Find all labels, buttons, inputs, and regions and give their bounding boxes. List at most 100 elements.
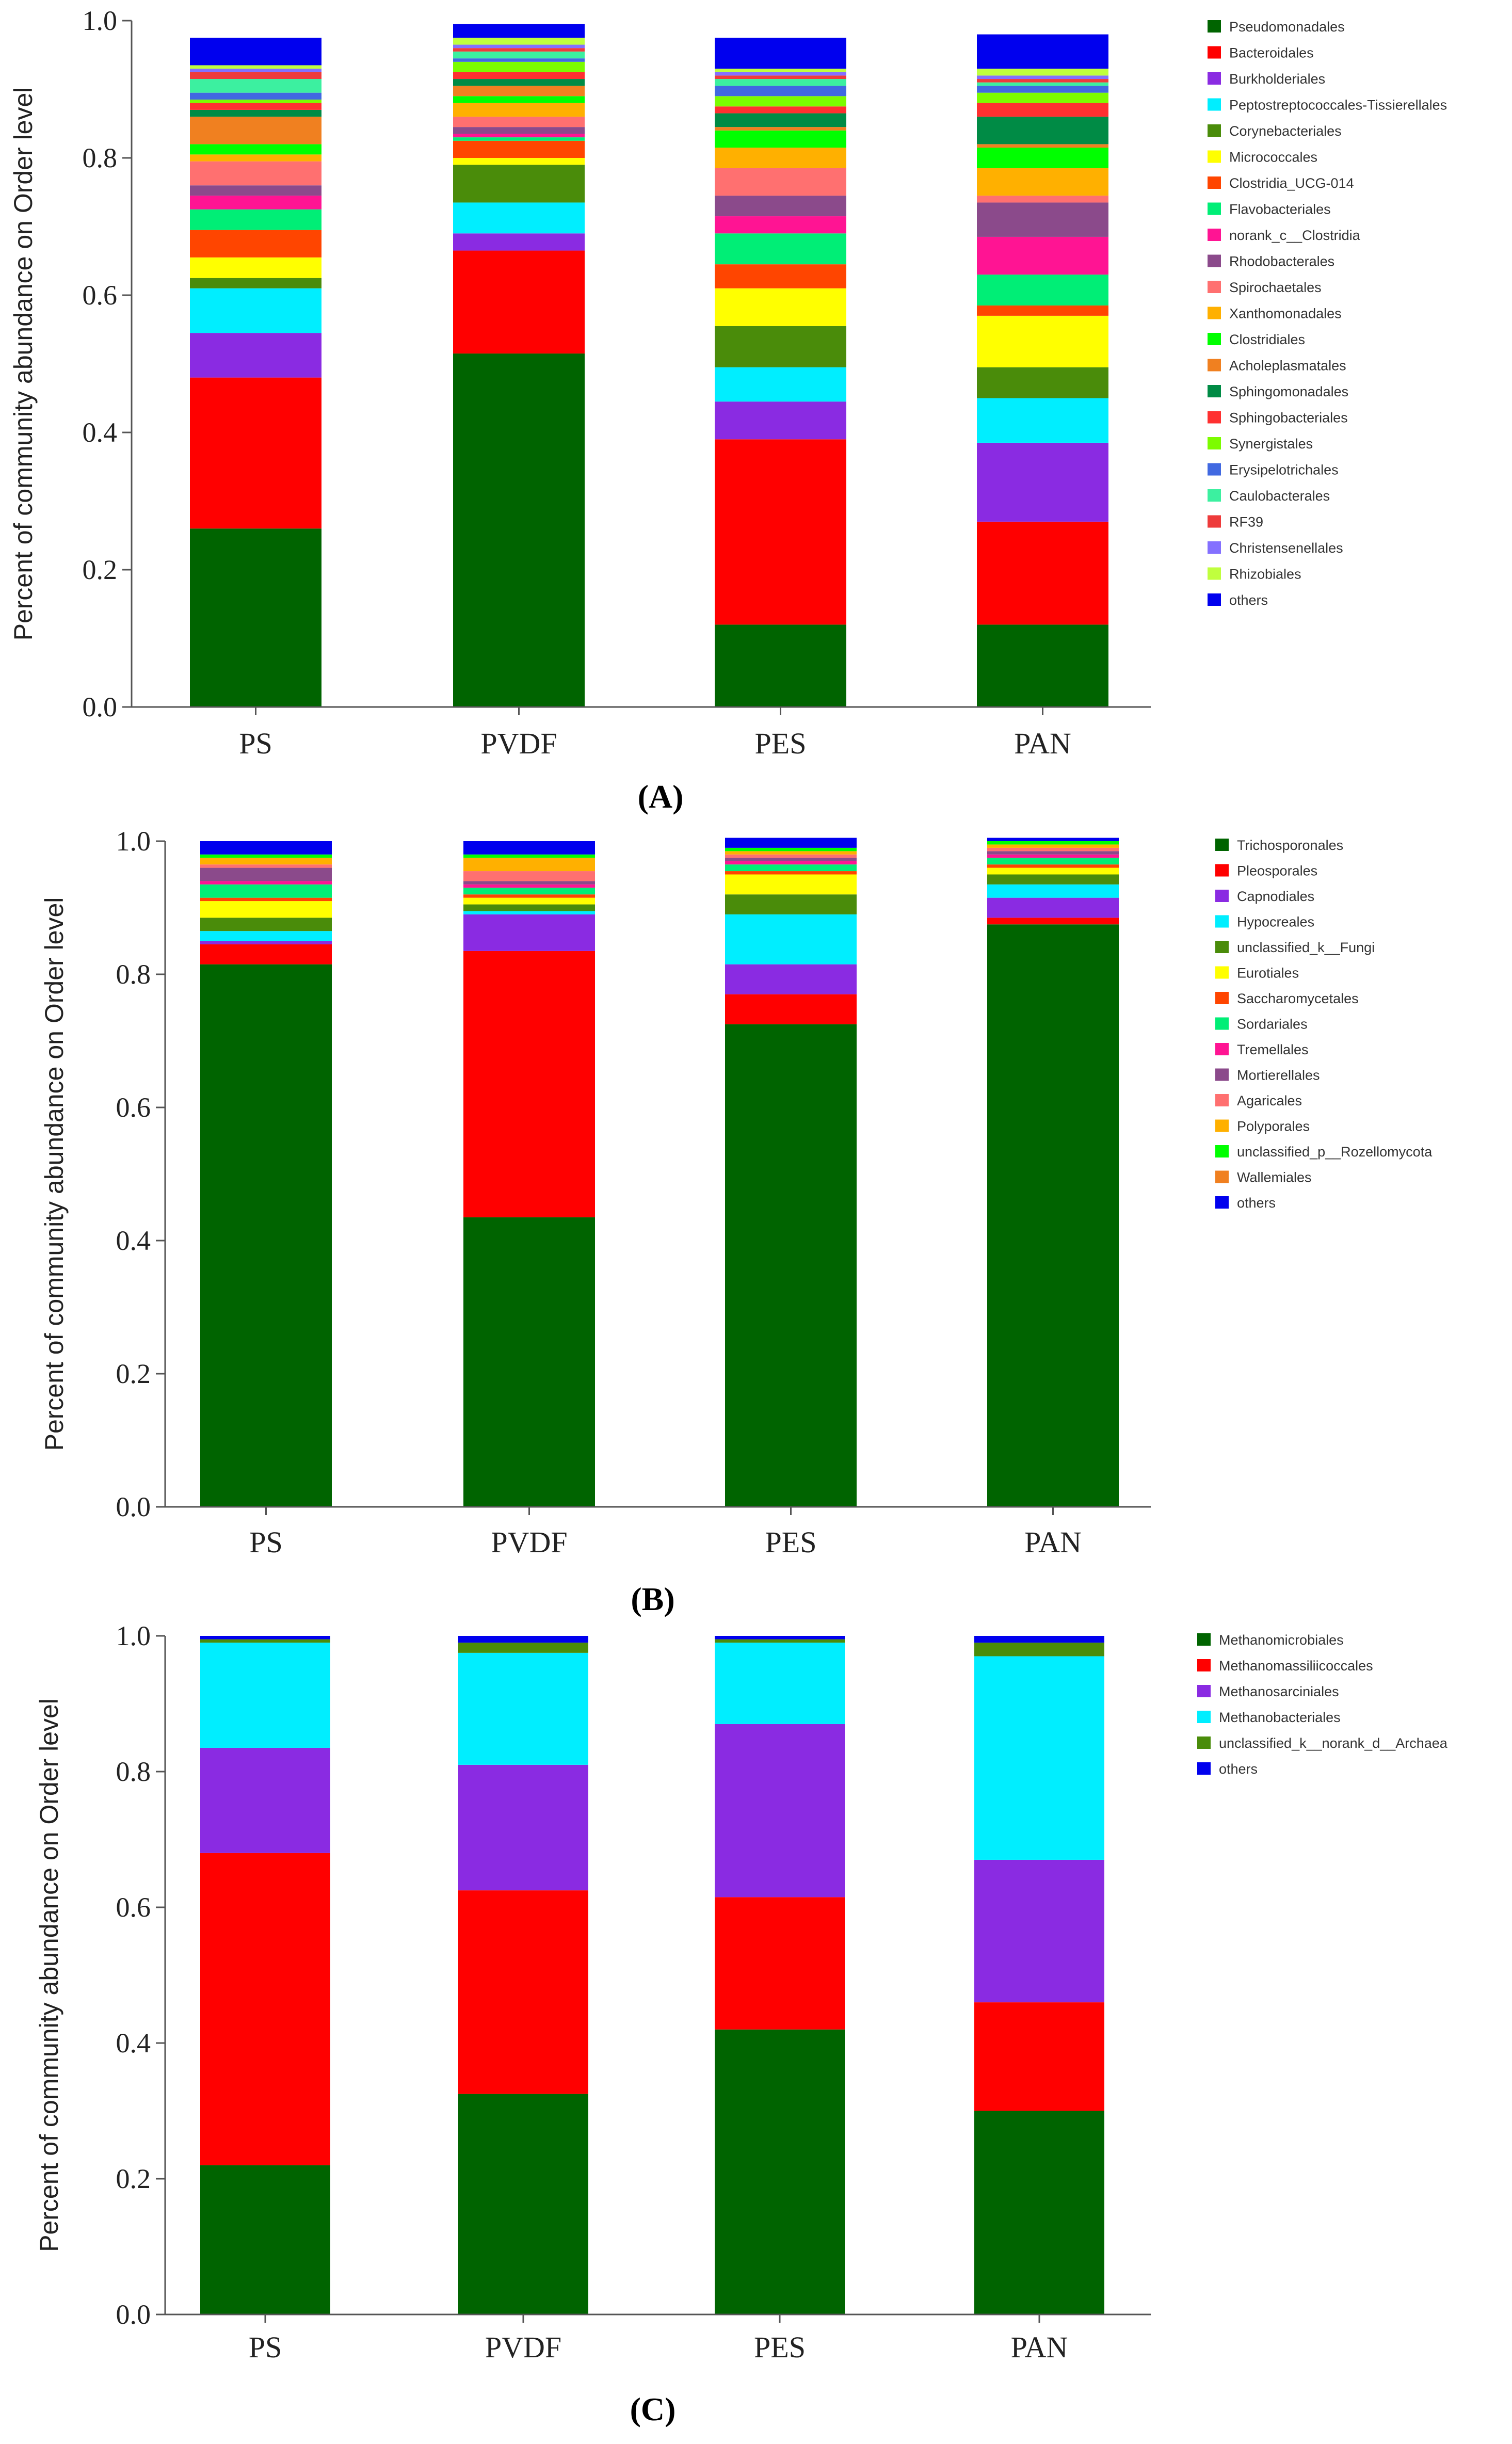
bar-segment-ps-pleosporales [200,944,332,964]
legend-swatch [1208,281,1221,293]
bar-segment-ps-mortierellales [200,867,332,881]
bar-segment-pan-burkholderiales [977,442,1108,522]
x-tick-label-pan: PAN [1011,2330,1068,2364]
legend-label: Methanobacteriales [1219,1710,1341,1725]
bar-segment-ps-unclassified-k-norank-d-archaea [200,1639,330,1643]
bar-segment-pes-rf39 [715,75,846,79]
legend-swatch [1208,437,1221,449]
legend-label: Tremellales [1237,1042,1309,1057]
y-tick-label: 1.0 [116,1620,151,1651]
bar-segment-pvdf-norank-c-clostridia [453,134,585,138]
legend-label: Peptostreptococcales-Tissierellales [1229,98,1447,113]
bar-segment-pvdf-rhizobiales [453,38,585,45]
bar-segment-pes-christensenellales [715,72,846,76]
bar-segment-pes-eurotiales [725,874,857,895]
bar-segment-pes-sphingomonadales [715,113,846,127]
bar-segment-pvdf-synergistales [453,61,585,72]
legend-swatch [1215,1170,1229,1183]
bar-segment-pvdf-corynebacteriales [453,165,585,203]
bar-segment-pvdf-capnodiales [463,914,595,951]
bar-segment-pes-unclassified-p-rozellomycota [725,847,857,851]
legend-swatch [1208,46,1221,59]
bar-segment-ps-rf39 [190,72,321,79]
bar-segment-pvdf-unclassified-p-rozellomycota [463,854,595,858]
bar-segment-pes-micrococcales [715,288,846,326]
legend-label: Rhizobiales [1229,567,1301,582]
legend-label: Synergistales [1229,436,1313,452]
legend: Pseudomonadales Bacteroidales Burkholderia… [1208,19,1447,608]
legend-swatch [1215,1119,1229,1132]
legend-swatch [1215,1094,1229,1106]
bar-segment-pan-clostridia-ucg-014 [977,305,1108,316]
bar-segment-pan-methanobacteriales [974,1656,1104,1860]
bar-segment-ps-hypocreales [200,931,332,941]
bar-segment-pvdf-hypocreales [463,911,595,914]
bar-segment-pvdf-acholeplasmatales [453,86,585,97]
legend-label: Flavobacteriales [1229,202,1331,217]
bar-segment-ps-acholeplasmatales [190,117,321,144]
bar-segment-ps-burkholderiales [190,333,321,378]
bar-stack-ps [190,38,321,707]
bar-segment-ps-rhizobiales [190,65,321,69]
bar-segment-pvdf-micrococcales [453,158,585,165]
y-tick-label: 0.0 [116,1491,151,1522]
bar-segment-ps-agaricales [200,864,332,868]
bar-segment-pes-mortierellales [725,858,857,861]
x-tick-label-ps: PS [249,1525,283,1559]
bar-segment-pan-trichosporonales [987,924,1119,1507]
legend-swatch [1208,515,1221,528]
y-tick-label: 0.4 [83,417,118,448]
legend-label: Micrococcales [1229,150,1317,165]
bar-segment-pes-capnodiales [725,964,857,994]
x-tick-label-pvdf: PVDF [485,2330,561,2364]
bar-segment-pvdf-spirochaetales [453,117,585,127]
legend-label: Corynebacteriales [1229,123,1342,139]
bar-stack-pes [715,38,846,707]
bar-segment-ps-sphingomonadales [190,109,321,117]
bar-segment-ps-trichosporonales [200,964,332,1507]
legend-swatch [1208,176,1221,189]
legend-swatch [1208,593,1221,606]
bar-segment-ps-polyporales [200,858,332,865]
legend-label: Christensenellales [1229,540,1343,556]
bar-stack-pan [987,838,1119,1507]
legend-label: Sordariales [1237,1017,1308,1032]
legend-swatch [1215,941,1229,953]
legend-label: Caulobacterales [1229,488,1330,504]
legend-swatch [1215,915,1229,928]
bar-stack-pvdf [463,841,595,1507]
bar-segment-pvdf-methanosarciniales [458,1764,588,1891]
bar-segment-pvdf-rf39 [453,48,585,52]
y-tick-label: 0.4 [116,1225,151,1256]
bar-segment-pes-rhodobacterales [715,196,846,217]
legend-label: Mortierellales [1237,1068,1320,1083]
bar-segment-pvdf-clostridiales [453,96,585,103]
bar-segment-pan-caulobacterales [977,82,1108,86]
bar-segment-ps-unclassified-k-fungi [200,918,332,931]
y-tick-label: 0.2 [116,1358,151,1389]
bar-segment-pvdf-polyporales [463,858,595,872]
bar-segment-ps-saccharomycetales [200,897,332,902]
bar-segment-pvdf-agaricales [463,871,595,881]
bar-segment-pes-acholeplasmatales [715,127,846,131]
bar-segment-pan-saccharomycetales [987,864,1119,868]
legend-swatch [1197,1711,1211,1723]
bar-segment-pvdf-sphingobacteriales [453,72,585,79]
bar-segment-pan-hypocreales [987,884,1119,898]
bar-segment-pes-others [725,838,857,848]
legend-label: others [1229,592,1268,608]
bar-segment-pvdf-christensenellales [453,44,585,49]
bar-segment-pan-tremellales [987,854,1119,858]
bar-segment-ps-flavobacteriales [190,209,321,230]
legend-label: Polyporales [1237,1119,1310,1134]
bar-segment-ps-pseudomonadales [190,528,321,707]
y-tick-label: 0.2 [83,554,118,585]
x-tick-label-pan: PAN [1024,1525,1082,1559]
legend-swatch [1197,1659,1211,1671]
bar-segment-pan-agaricales [987,847,1119,851]
legend-swatch [1208,385,1221,397]
legend-label: Eurotiales [1237,966,1299,981]
bar-segment-pvdf-trichosporonales [463,1217,595,1507]
legend-swatch [1208,567,1221,580]
bar-segment-pvdf-caulobacterales [453,51,585,59]
